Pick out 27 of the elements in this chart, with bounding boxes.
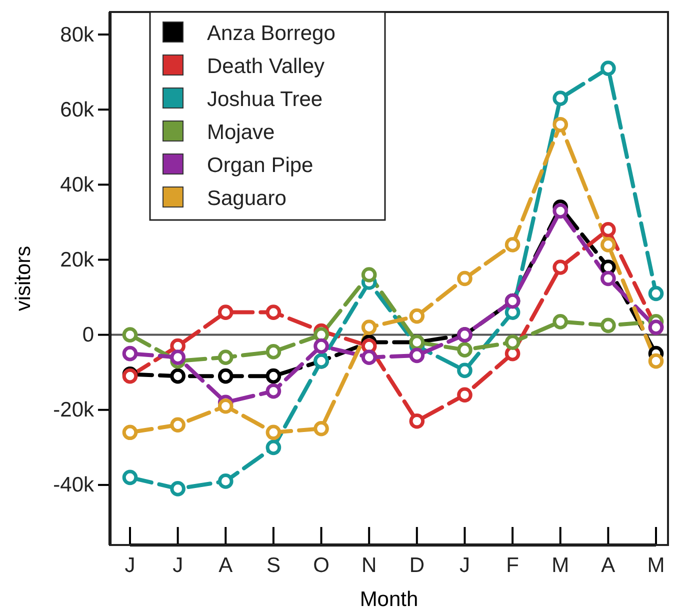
legend-label: Joshua Tree	[207, 88, 323, 111]
x-tick-label: A	[218, 554, 233, 577]
x-tick-label: M	[647, 554, 665, 577]
x-tick-label: N	[362, 554, 377, 577]
x-tick-label: J	[124, 554, 136, 577]
y-axis-title: visitors	[12, 246, 35, 312]
x-tick-label: J	[172, 554, 184, 577]
y-tick-label: 20k	[60, 248, 94, 272]
x-tick-label: A	[601, 554, 616, 577]
y-tick-label: 0	[82, 324, 94, 347]
x-tick-label: S	[266, 554, 280, 577]
x-tick-label: D	[409, 554, 424, 577]
legend-label: Mojave	[207, 121, 275, 144]
y-tick-label: -40k	[53, 474, 94, 497]
y-tick-label: 40k	[60, 173, 94, 196]
legend-label: Organ Pipe	[207, 154, 314, 177]
y-tick-label: -20k	[53, 398, 94, 422]
x-tick-label: O	[313, 554, 330, 577]
x-tick-label: F	[506, 554, 519, 577]
y-tick-label: 80k	[60, 23, 94, 46]
legend-label: Death Valley	[207, 55, 326, 78]
legend-label: Saguaro	[207, 187, 286, 210]
x-axis-title: Month	[360, 588, 418, 609]
y-tick-label: 60k	[60, 98, 94, 122]
legend-label: Anza Borrego	[207, 22, 336, 45]
x-tick-label: M	[552, 554, 570, 577]
x-tick-label: J	[459, 554, 470, 577]
